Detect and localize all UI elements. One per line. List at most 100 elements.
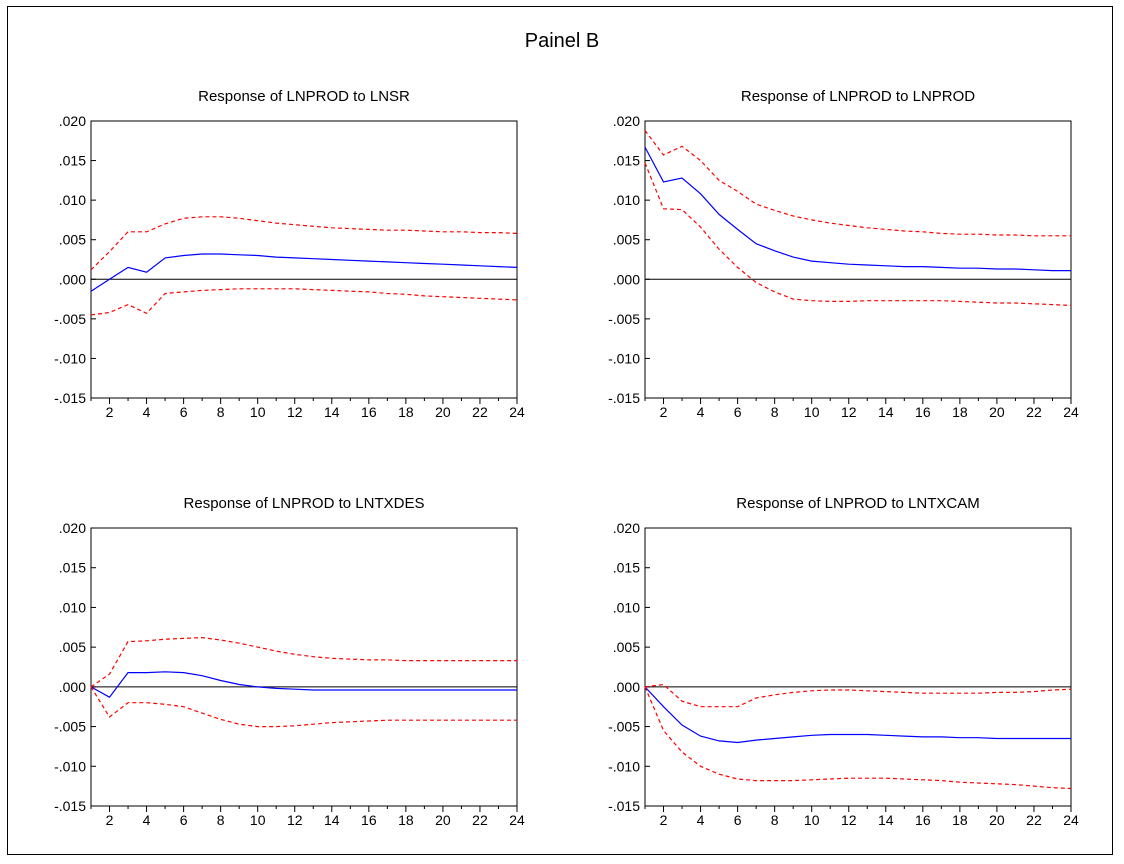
y-tick-label: .000 [59,271,86,287]
chart-title: Response of LNPROD to LNSR [198,88,410,105]
plot-frame [90,120,518,399]
lower-band-line [644,686,1072,790]
x-tick-label: 8 [771,404,779,420]
y-tick-label: .015 [59,560,86,576]
x-tick-label: 2 [106,404,114,420]
x-tick-label: 10 [250,404,266,420]
y-tick-label: .010 [59,599,86,615]
x-tick-label: 6 [180,812,188,828]
x-tick-label: 16 [361,404,377,420]
y-tick-label: .000 [613,679,640,695]
y-tick-label: .000 [613,271,640,287]
chart-panel-1: Response of LNPROD to LNSR .020 .015 .010 .0… [54,88,525,420]
x-tick-label: 14 [324,812,340,828]
y-tick-label: .005 [613,232,640,248]
figure-frame [7,6,1113,855]
x-tick-label: 6 [180,404,188,420]
figure-title: Painel B [524,30,600,52]
x-tick-label: 12 [841,812,857,828]
y-tick-label: .020 [613,520,640,536]
upper-band-line [90,216,518,271]
x-tick-label: 22 [1026,812,1042,828]
x-tick-label: 10 [804,404,820,420]
x-tick-label: 4 [697,812,705,828]
y-tick-label: .015 [613,153,640,169]
response-line [644,146,1071,272]
y-tick-label: .010 [613,192,640,208]
x-tick-label: 8 [217,812,225,828]
x-tick-label: 8 [771,812,779,828]
x-tick-label: 10 [250,812,266,828]
plot-frame [90,527,518,807]
x-tick-label: 4 [143,404,151,420]
y-tick-label: -.005 [54,311,86,327]
x-tick-label: 22 [472,404,488,420]
x-tick-label: 6 [734,404,742,420]
y-tick-label: .000 [59,679,86,695]
y-tick-label: -.010 [608,758,640,774]
upper-band-line [644,130,1071,237]
y-tick-label: -.015 [608,798,640,814]
chart-panel-3: Response of LNPROD to LNTXDES .020 .015 .01… [54,495,525,828]
x-tick-label: 20 [435,812,451,828]
y-tick-label: .005 [59,639,86,655]
x-tick-label: 22 [472,812,488,828]
y-tick-label: -.005 [608,311,640,327]
y-tick-label: .010 [613,599,640,615]
chart-title: Response of LNPROD to LNPROD [741,88,975,105]
x-tick-label: 16 [915,812,931,828]
x-tick-label: 20 [435,404,451,420]
y-tick-label: .015 [59,153,86,169]
lower-band-line [90,686,517,728]
x-tick-label: 20 [989,812,1005,828]
y-tick-label: .005 [613,639,640,655]
x-tick-label: 24 [509,404,525,420]
x-tick-label: 24 [1063,404,1079,420]
chart-title: Response of LNPROD to LNTXDES [184,495,425,512]
x-tick-label: 14 [878,812,894,828]
plot-frame [644,120,1072,399]
x-tick-label: 4 [143,812,151,828]
x-tick-label: 12 [287,812,303,828]
y-tick-label: -.010 [54,350,86,366]
y-tick-label: -.010 [608,350,640,366]
lower-band-line [90,288,518,316]
plot-frame [644,527,1072,807]
y-tick-label: -.005 [608,719,640,735]
x-tick-label: 18 [398,812,414,828]
x-tick-label: 24 [1063,812,1079,828]
response-line [90,671,517,698]
y-tick-label: -.015 [54,798,86,814]
upper-band-line [644,683,1072,708]
y-tick-label: .015 [613,560,640,576]
y-tick-label: .005 [59,232,86,248]
x-tick-label: 16 [915,404,931,420]
y-tick-label: .020 [59,520,86,536]
y-tick-label: .020 [59,113,86,129]
y-tick-label: .010 [59,192,86,208]
x-tick-label: 2 [660,404,668,420]
chart-panel-4: Response of LNPROD to LNTXCAM .020 .015 .01… [608,495,1079,828]
x-tick-label: 12 [841,404,857,420]
x-tick-label: 8 [217,404,225,420]
chart-title: Response of LNPROD to LNTXCAM [736,495,979,512]
x-tick-label: 4 [697,404,705,420]
x-tick-label: 2 [660,812,668,828]
y-tick-label: -.005 [54,719,86,735]
x-tick-label: 2 [106,812,114,828]
x-tick-label: 14 [878,404,894,420]
y-tick-label: -.010 [54,758,86,774]
x-tick-label: 18 [952,812,968,828]
chart-panel-2: Response of LNPROD to LNPROD .020 .015 .010… [608,88,1079,420]
x-tick-label: 14 [324,404,340,420]
x-tick-label: 20 [989,404,1005,420]
response-line [90,253,518,292]
upper-band-line [90,636,517,688]
response-line [644,686,1071,744]
x-tick-label: 6 [734,812,742,828]
x-tick-label: 18 [398,404,414,420]
y-tick-label: -.015 [54,390,86,406]
x-tick-label: 10 [804,812,820,828]
x-tick-label: 16 [361,812,377,828]
